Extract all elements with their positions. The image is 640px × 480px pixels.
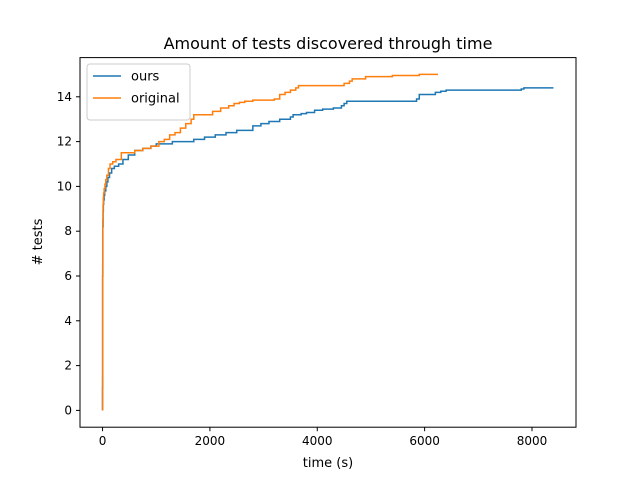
- series-line-ours: [101, 87, 554, 411]
- series-layer: [101, 73, 554, 411]
- series-line-original: [101, 73, 439, 411]
- chart-title: Amount of tests discovered through time: [164, 34, 493, 53]
- y-tick-label: 2: [64, 359, 72, 373]
- legend-box: [86, 63, 191, 121]
- y-tick-label: 4: [64, 314, 72, 328]
- legend: ours original: [86, 63, 191, 121]
- legend-label-original: original: [131, 92, 180, 107]
- x-tick-label: 6000: [409, 434, 440, 448]
- y-axis-label: # tests: [31, 218, 46, 265]
- x-tick-label: 2000: [195, 434, 226, 448]
- y-tick-label: 6: [64, 269, 72, 283]
- x-tick-label: 4000: [302, 434, 333, 448]
- x-axis: 0 2000 4000 6000 8000: [99, 427, 548, 448]
- y-tick-label: 12: [57, 135, 72, 149]
- y-axis: 0 2 4 6 8 10 12 14: [57, 90, 80, 417]
- plot-area-frame: [79, 57, 577, 428]
- x-axis-label: time (s): [303, 456, 353, 471]
- y-tick-label: 0: [64, 403, 72, 417]
- y-tick-label: 10: [57, 179, 72, 193]
- x-tick-label: 8000: [517, 434, 548, 448]
- y-tick-label: 14: [57, 90, 72, 104]
- legend-label-ours: ours: [131, 70, 160, 85]
- y-tick-label: 8: [64, 224, 72, 238]
- x-tick-label: 0: [99, 434, 107, 448]
